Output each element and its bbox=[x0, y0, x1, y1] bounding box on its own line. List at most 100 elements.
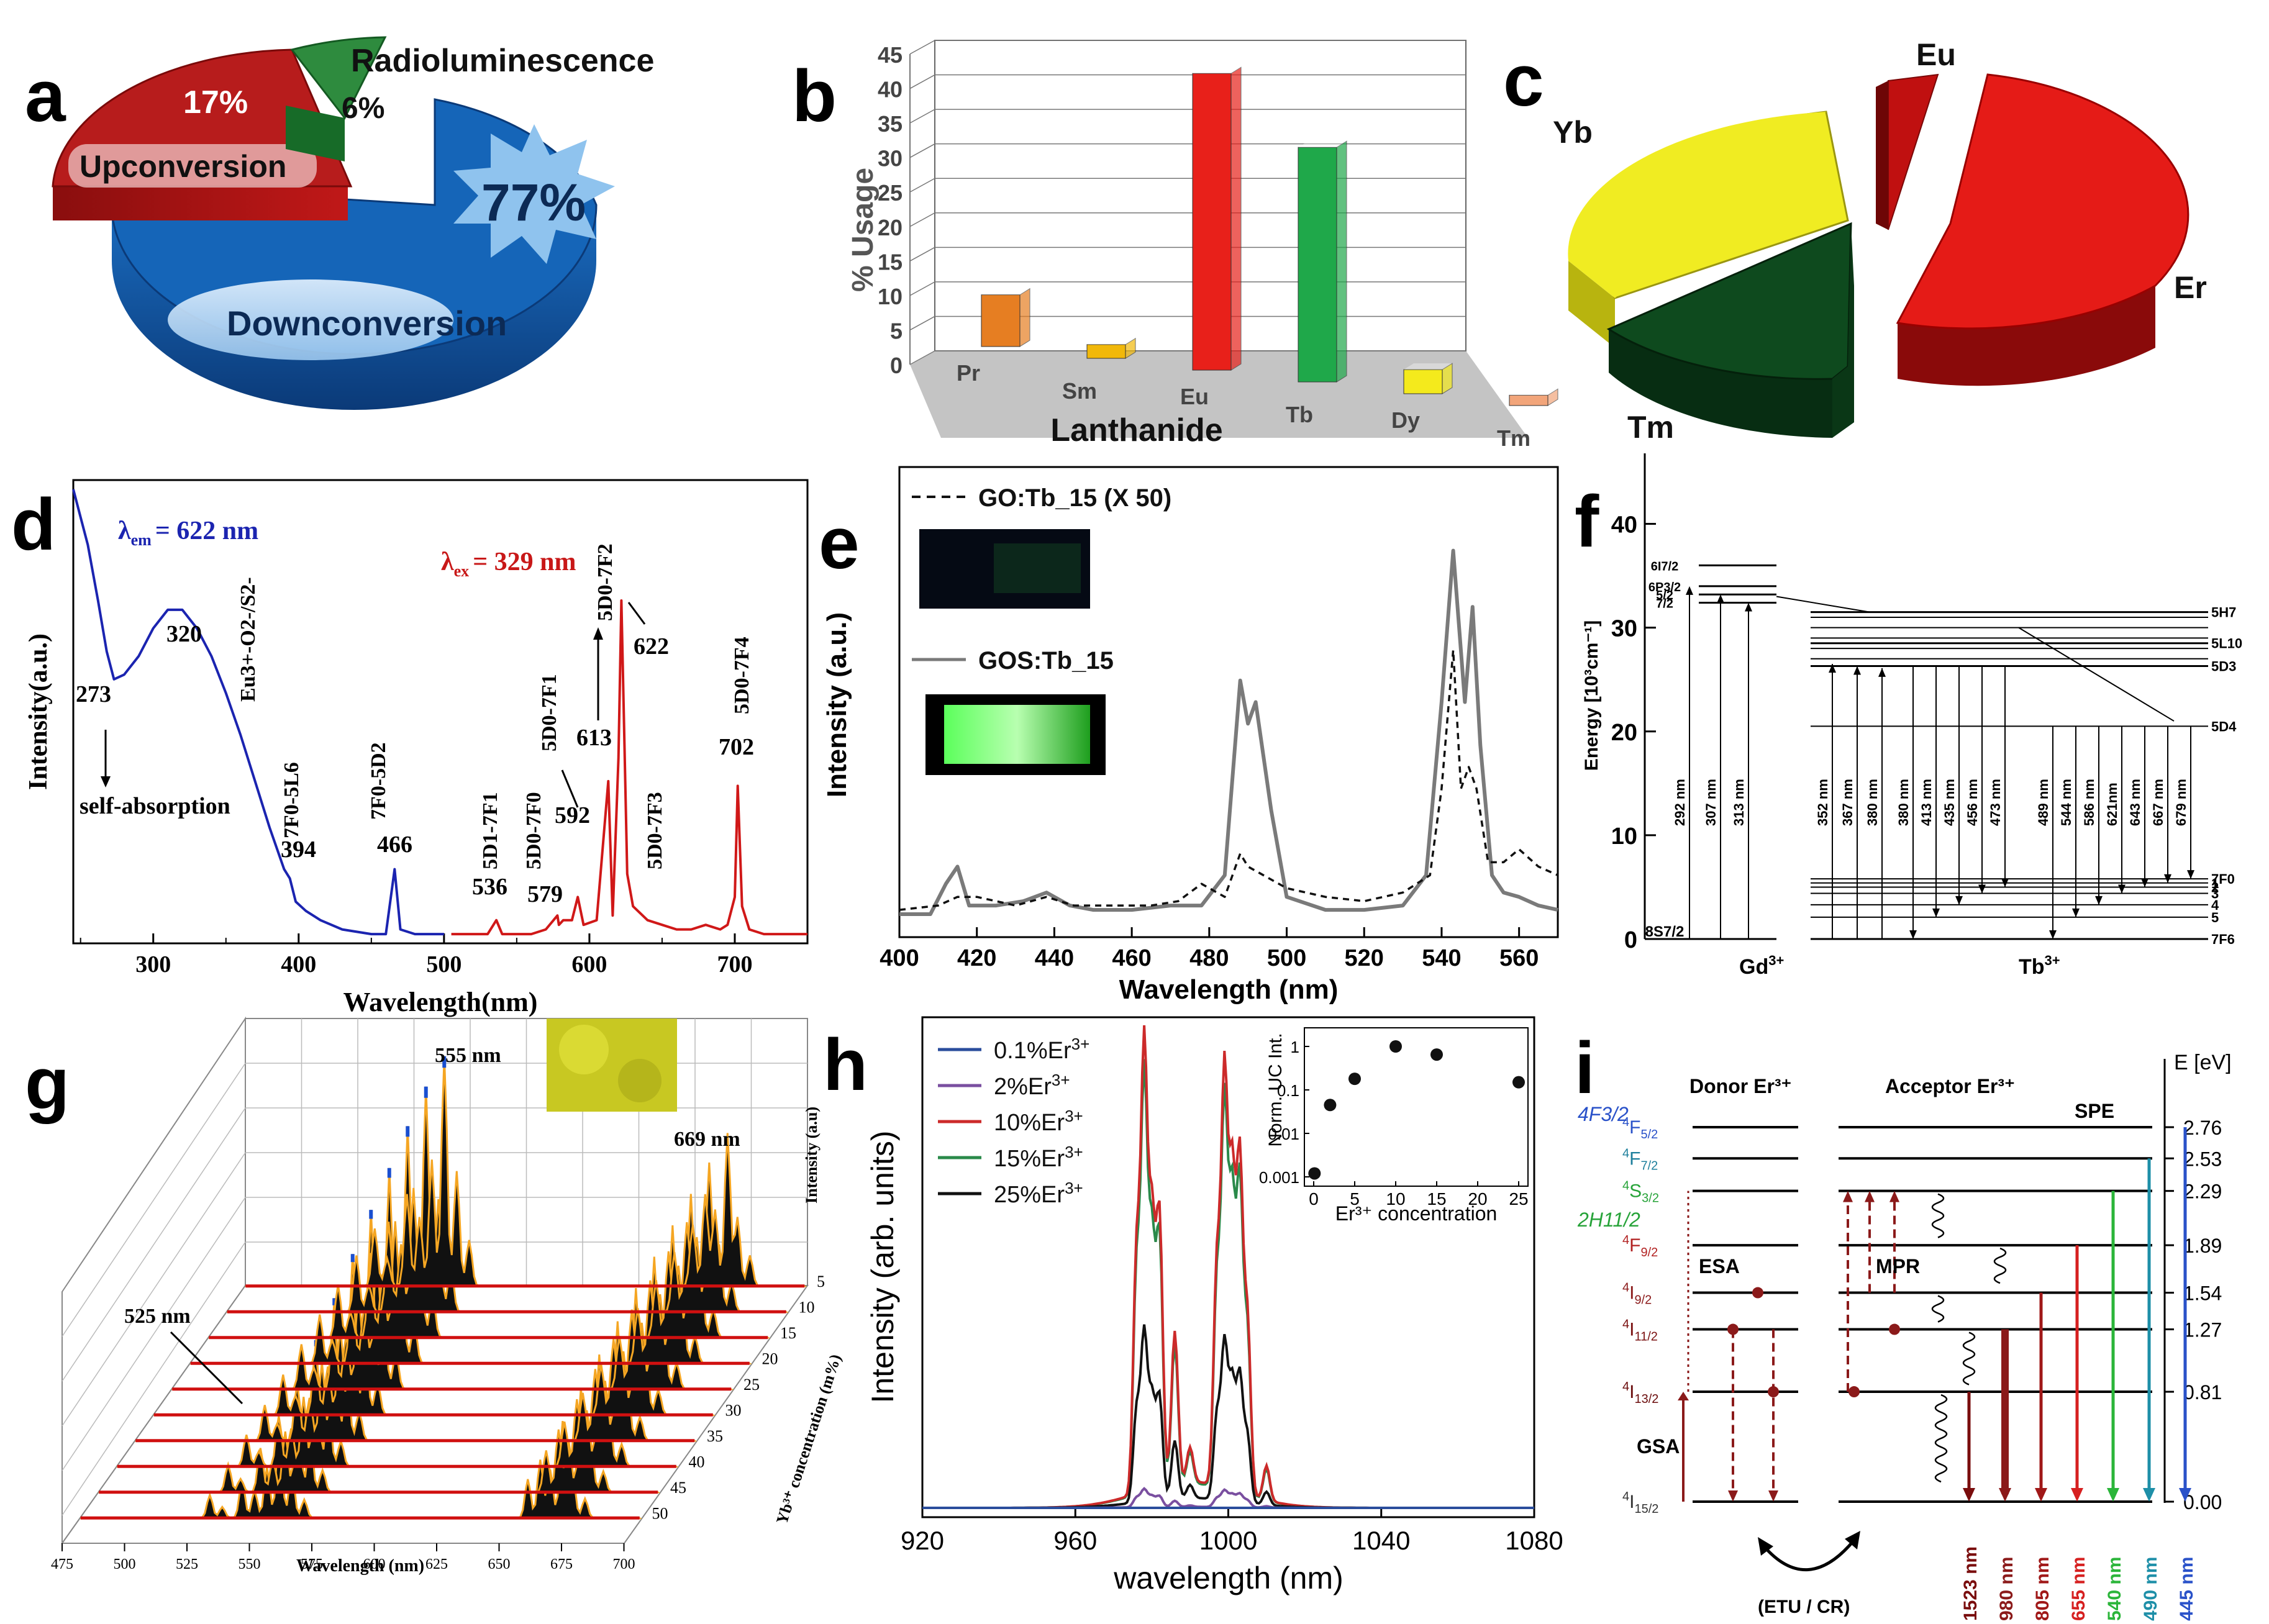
f-arrowhead bbox=[1978, 884, 1986, 894]
panel-g-3d-spectra: g 475 500 525 550 575 600 625 650 675 700 5101520… bbox=[25, 1016, 845, 1576]
e-legend-gos: GOS:Tb_15 bbox=[978, 647, 1114, 674]
f-tb-level-label: 5D4 bbox=[2211, 719, 2237, 734]
h-legend-label: 2%Er3+ bbox=[994, 1071, 1070, 1100]
d-xtick-label: 700 bbox=[717, 951, 752, 978]
g-depth-tick-label: 30 bbox=[725, 1402, 742, 1420]
f-tb-emission-label: 621nm bbox=[2104, 783, 2120, 826]
d-arrow-622 bbox=[627, 602, 646, 625]
e-legend-go: GO:Tb_15 (X 50) bbox=[978, 484, 1171, 512]
h-inset-point bbox=[1348, 1073, 1361, 1086]
label-er: Er bbox=[2174, 270, 2207, 305]
g-grid bbox=[61, 1241, 246, 1516]
pie-slice-yb-left bbox=[1568, 112, 1826, 298]
f-arrowhead bbox=[2001, 878, 2009, 887]
g-grid bbox=[61, 1063, 246, 1337]
b-gridline-side bbox=[909, 212, 935, 227]
g-traces bbox=[80, 1056, 807, 1520]
d-lambda-ex: λex = 329 nm bbox=[441, 548, 576, 580]
panel-letter-h: h bbox=[823, 1024, 868, 1106]
g-trace-fill bbox=[153, 1254, 713, 1415]
d-series bbox=[72, 489, 807, 936]
h-xtick-label: 1040 bbox=[1352, 1526, 1410, 1555]
g-xtick-label: 575 bbox=[301, 1556, 323, 1572]
i-side-label: 4F3/2 bbox=[1578, 1103, 1629, 1125]
b-bar-side bbox=[1336, 140, 1347, 383]
b-bar-side bbox=[1019, 288, 1030, 347]
i-process-arrows bbox=[1678, 1191, 2007, 1502]
f-gd-level-label: 7/2 bbox=[1656, 597, 1673, 611]
g-label-669: 669 nm bbox=[674, 1128, 740, 1151]
f-tb-level-label: 5 bbox=[2211, 910, 2219, 925]
i-transfer-arrowhead-right bbox=[1845, 1531, 1860, 1549]
label-eu: Eu bbox=[1916, 37, 1956, 72]
f-nonradiative bbox=[2018, 627, 2175, 722]
f-tb-level-label: 5H7 bbox=[2211, 605, 2236, 620]
panel-b-bar-chart: b 0 5 10 15 20 25 30 35 40 45 Pr Sm Eu Tb Dy Tm % Usag… bbox=[792, 40, 1558, 451]
f-arrowhead bbox=[2118, 884, 2126, 894]
d-label-5d1-7f1: 5D1-7F1 bbox=[479, 792, 502, 869]
pie-slice-radioluminescence bbox=[290, 36, 387, 120]
i-gsa-arrowhead bbox=[1678, 1392, 1689, 1401]
i-acceptor-pump-head bbox=[1865, 1191, 1875, 1202]
b-ytick-label: 10 bbox=[878, 284, 903, 309]
b-bar-top bbox=[1509, 389, 1558, 396]
f-gd-transition-label: 307 nm bbox=[1703, 779, 1719, 826]
label-17pct: 17% bbox=[183, 84, 248, 120]
b-bar-top bbox=[1193, 67, 1241, 74]
g-depth-tick-label: 45 bbox=[670, 1479, 686, 1497]
d-x-ticks: 300 400 500 600 700 bbox=[80, 933, 808, 978]
g-trace-fill bbox=[190, 1168, 750, 1364]
pie-side-upconversion bbox=[53, 186, 348, 220]
h-legend: 0.1%Er3+ 2%Er3+ 10%Er3+ 15%Er3+ 25%Er3+ bbox=[938, 1035, 1089, 1208]
e-xtick-label: 440 bbox=[1035, 945, 1074, 971]
g-xtick-label: 475 bbox=[51, 1556, 73, 1572]
d-label-eu-o-s: Eu3+-O2-/S2- bbox=[237, 577, 260, 702]
label-6pct: 6% bbox=[342, 92, 384, 125]
f-arrowhead bbox=[2072, 908, 2080, 917]
h-inset-scatter: 0 5 10 15 20 25 0.001 0.01 0.1 1 bbox=[1259, 1027, 1529, 1209]
h-inset-ytick-label: 0.01 bbox=[1268, 1125, 1299, 1143]
b-gridline-side bbox=[909, 74, 935, 89]
f-tb-level-label: 5D3 bbox=[2211, 658, 2236, 674]
i-donor-relax-head bbox=[1768, 1490, 1778, 1502]
g-trace-fill bbox=[135, 1298, 695, 1441]
f-tb-absorption-label: 367 nm bbox=[1840, 779, 1855, 826]
b-gridline-side bbox=[909, 109, 935, 124]
g-label-555: 555 nm bbox=[435, 1044, 501, 1067]
f-transitions: 292 nm 307 nm 313 nm 352 nm 367 nm 380 nm 380 … bbox=[1672, 586, 2194, 939]
i-energy-tick-label: 0.00 bbox=[2183, 1491, 2222, 1513]
e-plot-frame bbox=[898, 466, 1559, 938]
h-inset-xtick-label: 10 bbox=[1386, 1189, 1405, 1209]
i-node-b bbox=[1768, 1386, 1779, 1398]
i-mpr-wave bbox=[1931, 1295, 1945, 1323]
panel-h-spectrum: h 920 960 1000 1040 1080 0.1%Er3+ 2%Er3+ 10%Er… bbox=[823, 1016, 1563, 1595]
i-transfer-arrow bbox=[1763, 1539, 1855, 1572]
i-acceptor-label: Acceptor Er³⁺ bbox=[1885, 1075, 2015, 1097]
h-series-line bbox=[922, 1324, 1534, 1509]
b-category-labels: Pr Sm Eu Tb Dy Tm bbox=[957, 360, 1530, 451]
d-xlabel: Wavelength(nm) bbox=[343, 987, 538, 1017]
b-bar bbox=[1086, 344, 1126, 359]
i-emission-arrowhead bbox=[2143, 1488, 2155, 1502]
b-ytick-label: 30 bbox=[878, 146, 903, 171]
g-x-ticks: 475 500 525 550 575 600 625 650 675 700 bbox=[51, 1543, 635, 1572]
b-gridline-side bbox=[909, 281, 935, 296]
b-category-label: Dy bbox=[1391, 407, 1420, 433]
i-emission-label: 805 nm bbox=[2032, 1557, 2053, 1621]
f-tb-label: Tb3+ bbox=[2019, 953, 2060, 979]
i-donor-relax-head bbox=[1728, 1490, 1738, 1502]
g-trace-fill bbox=[80, 1421, 640, 1518]
i-energy-tick-label: 0.81 bbox=[2183, 1381, 2222, 1404]
e-xtick-label: 460 bbox=[1112, 945, 1151, 971]
f-arrowhead bbox=[1686, 586, 1693, 595]
h-legend-label: 10%Er3+ bbox=[994, 1107, 1083, 1136]
d-arrow-592 bbox=[561, 769, 579, 808]
d-peak-579: 579 bbox=[527, 881, 563, 907]
f-tb-emission-label: 586 nm bbox=[2081, 779, 2097, 826]
e-xtick-label: 400 bbox=[880, 945, 919, 971]
f-y-ticks: 0 10 20 30 40 bbox=[1611, 512, 1656, 953]
b-category-label: Pr bbox=[957, 360, 980, 386]
b-bar bbox=[1403, 369, 1443, 394]
h-inset-ytick-label: 0.1 bbox=[1277, 1081, 1299, 1100]
g-xtick-label: 550 bbox=[239, 1556, 261, 1572]
